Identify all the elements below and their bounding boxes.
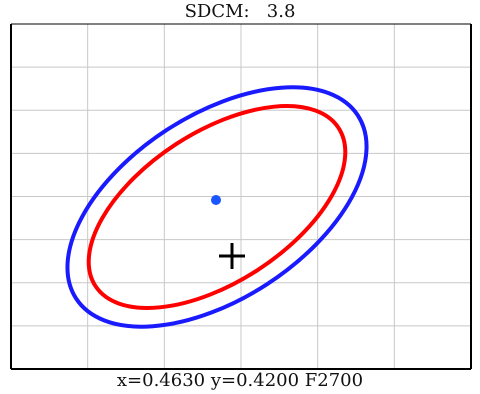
coordinate-readout: x=0.4630 y=0.4200 F2700 xyxy=(116,370,364,391)
inner-ellipse xyxy=(86,104,348,310)
sdcm-title: SDCM: 3.8 xyxy=(184,1,296,22)
plot-marks xyxy=(65,85,369,329)
target-center-dot xyxy=(211,195,221,205)
measured-point-crosshair xyxy=(219,243,245,269)
grid-lines xyxy=(11,24,471,369)
outer-ellipse xyxy=(65,85,369,329)
